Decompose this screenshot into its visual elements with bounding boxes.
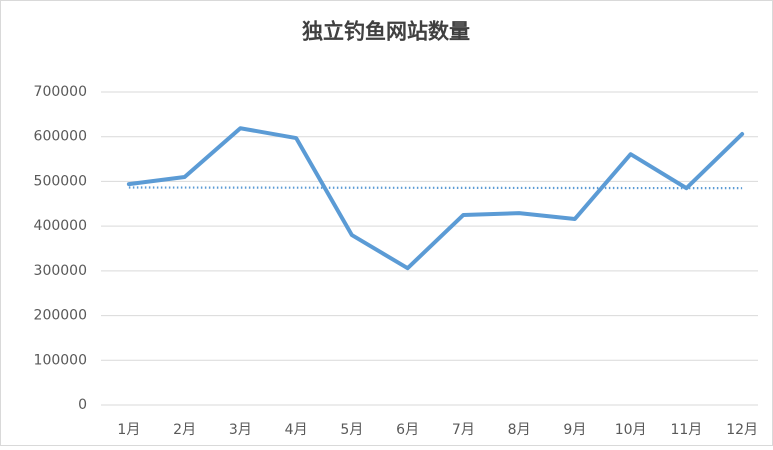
x-tick-label: 12月: [726, 422, 758, 438]
y-tick-label: 0: [78, 397, 87, 413]
x-tick-label: 2月: [173, 422, 196, 438]
y-tick-label: 700000: [34, 84, 87, 100]
y-tick-label: 200000: [34, 308, 87, 324]
x-tick-label: 9月: [563, 422, 586, 438]
chart-title: 独立钓鱼网站数量: [302, 19, 470, 44]
x-tick-label: 10月: [615, 422, 647, 438]
x-tick-label: 5月: [340, 422, 363, 438]
series-line: [126, 126, 745, 271]
y-tick-label: 300000: [34, 263, 87, 279]
x-tick-label: 3月: [229, 422, 252, 438]
x-tick-label: 4月: [285, 422, 308, 438]
x-tick-label: 11月: [670, 422, 702, 438]
x-tick-label: 7月: [452, 422, 475, 438]
x-tick-label: 6月: [396, 422, 419, 438]
y-tick-label: 600000: [34, 129, 87, 145]
x-tick-label: 1月: [117, 422, 140, 438]
x-tick-label: 8月: [508, 422, 531, 438]
y-tick-label: 500000: [34, 173, 87, 189]
y-tick-label: 100000: [34, 352, 87, 368]
y-tick-label: 400000: [34, 218, 87, 234]
